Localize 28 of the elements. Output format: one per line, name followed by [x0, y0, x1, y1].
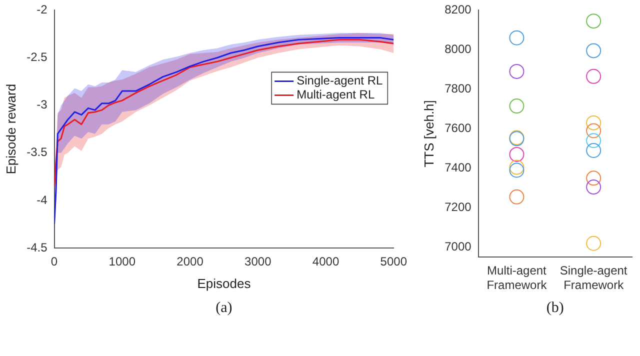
y-tick-label: -4.5: [26, 240, 48, 254]
legend-label: Single-agent RL: [296, 74, 383, 88]
x-axis-title: Episodes: [197, 276, 252, 291]
y-tick-label: -2: [36, 2, 48, 17]
y-tick-label: 7000: [444, 240, 472, 254]
text: (a): [216, 300, 232, 317]
x-tick-label: 4000: [312, 254, 340, 269]
y-tick-label: -3.5: [26, 145, 48, 160]
x-tick-label: 5000: [380, 254, 408, 269]
y-axis-title: TTS [veh.h]: [421, 100, 436, 168]
y-axis-title: Episode reward: [3, 84, 18, 174]
x-tick-label: 3000: [244, 254, 272, 269]
x-tick-label: Single-agent Framework: [560, 264, 628, 292]
y-tick-label: -4: [36, 192, 48, 207]
y-tick-label: -3: [36, 98, 48, 112]
y-tick-label: 7600: [444, 121, 472, 136]
y-tick-label: 8200: [444, 2, 472, 17]
x-tick-label: 1000: [108, 254, 136, 269]
y-tick-label: -2.5: [26, 50, 48, 64]
y-tick-label: 8000: [444, 42, 472, 56]
x-tick-label: Multi-agent Framework: [486, 264, 548, 292]
text: (b): [546, 300, 564, 317]
y-tick-label: 7800: [444, 82, 472, 96]
y-tick-label: 7400: [444, 160, 472, 175]
x-tick-label: 0: [50, 254, 58, 269]
legend-label: Multi-agent RL: [296, 88, 375, 102]
y-tick-label: 7200: [444, 200, 472, 214]
x-tick-label: 2000: [176, 254, 204, 269]
